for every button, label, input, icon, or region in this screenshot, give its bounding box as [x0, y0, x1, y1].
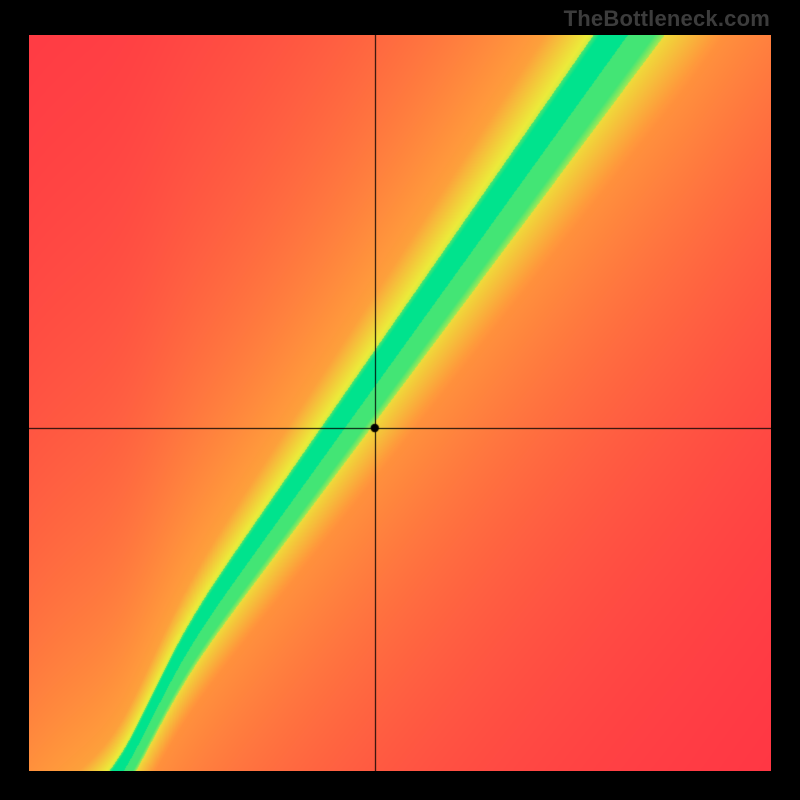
heatmap-canvas	[29, 35, 771, 771]
attribution-text: TheBottleneck.com	[564, 6, 770, 32]
heatmap-plot	[29, 35, 771, 771]
chart-frame: TheBottleneck.com	[0, 0, 800, 800]
